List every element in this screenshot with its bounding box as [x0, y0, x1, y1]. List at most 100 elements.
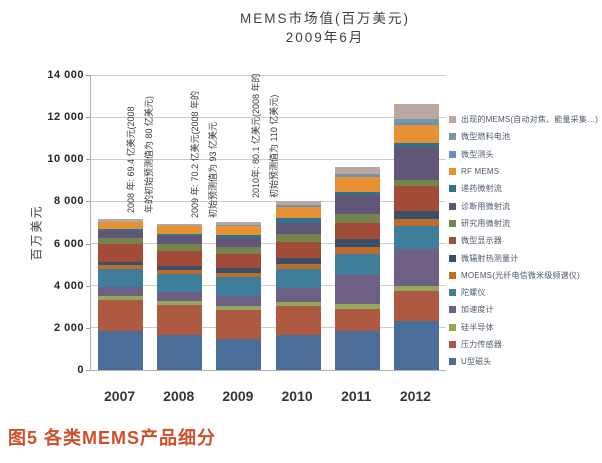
y-axis-tick: [86, 285, 90, 287]
bar-segment: [275, 200, 321, 205]
legend-item: 陀螺仪: [449, 284, 599, 301]
bar-segment: [98, 219, 144, 223]
bar-segment: [216, 339, 262, 370]
y-axis-tick: [86, 370, 90, 371]
bar-2012: [393, 103, 439, 370]
bar-segment: [334, 331, 380, 370]
y-axis-tick-label: 2 000: [53, 321, 84, 334]
bar-segment: [216, 225, 262, 226]
bar-segment: [275, 268, 321, 288]
bar-segment: [334, 194, 380, 214]
legend-item: 研究用微射流: [449, 215, 599, 232]
bar-segment: [216, 237, 262, 247]
legend-item: 压力传感器: [449, 336, 599, 353]
y-axis-tick-label: 0: [77, 364, 84, 376]
y-axis-tick: [86, 327, 90, 329]
bar-segment: [275, 335, 321, 370]
bar-segment: [393, 285, 439, 291]
chart-title: MEMS市场值(百万美元): [240, 11, 410, 26]
bar-segment: [98, 269, 144, 288]
bar-segment: [157, 273, 203, 292]
legend-label: 微型测头: [461, 149, 494, 159]
bar-segment: [98, 287, 144, 297]
bar-segment: [98, 229, 144, 232]
bar-segment: [98, 231, 144, 239]
bar-segment: [393, 291, 439, 321]
bar-segment: [216, 295, 262, 307]
x-axis-tick-label: 2009: [222, 388, 254, 404]
y-axis-tick: [86, 75, 90, 76]
gridline: [91, 200, 446, 202]
bar-segment: [334, 222, 380, 240]
y-axis-tick-label: 4 000: [53, 279, 84, 292]
legend-item: 微型燃料电池: [449, 128, 599, 145]
bar-segment: [275, 234, 321, 243]
bar-2011: [334, 167, 380, 370]
bar-segment: [216, 268, 262, 273]
bar-segment: [98, 244, 144, 263]
bar-segment: [334, 275, 380, 304]
legend-item: 硅半导体: [449, 319, 599, 336]
y-axis-tick-label: 8 000: [53, 195, 84, 208]
x-axis-tick-label: 2012: [399, 388, 431, 404]
legend-color-swatch-icon: [449, 133, 456, 141]
bar-segment: [393, 146, 439, 181]
legend-color-swatch-icon: [449, 202, 456, 210]
y-axis-tick: [86, 159, 90, 161]
legend-item: 微辐射热测量计: [449, 249, 599, 266]
bar-segment: [393, 218, 439, 226]
bar-segment: [157, 269, 203, 274]
bar-annotation: 2009 年: 70.2 亿美元(2008 年的 初始预测值为 93 亿美元: [190, 90, 218, 218]
plot-area: [90, 74, 446, 371]
legend-color-swatch-icon: [449, 185, 456, 193]
bar-segment: [393, 185, 439, 211]
bar-segment: [393, 103, 439, 119]
y-axis-tick: [86, 243, 90, 245]
bar-segment: [275, 205, 321, 207]
gridline: [91, 158, 446, 160]
bar-segment: [157, 266, 203, 270]
y-axis-tick-label: 10 000: [47, 153, 84, 166]
y-axis-tick-label: 12 000: [47, 111, 84, 124]
bar-segment: [216, 222, 262, 226]
bar-segment: [216, 246, 262, 254]
bar-segment: [275, 206, 321, 219]
figure-caption: 图5 各类MEMS产品细分: [8, 428, 217, 448]
bar-segment: [334, 239, 380, 248]
legend-label: 压力传感器: [461, 340, 502, 349]
legend-label: 硅半导体: [461, 322, 494, 332]
bar-segment: [98, 262, 144, 265]
legend-color-swatch-icon: [449, 271, 456, 279]
legend-item: U型磁头: [449, 353, 599, 370]
bar-segment: [157, 250, 203, 267]
legend-color-swatch-icon: [449, 306, 456, 314]
y-axis-tick: [86, 201, 90, 203]
legend-color-swatch-icon: [449, 323, 456, 331]
bar-segment: [334, 247, 380, 255]
legend-color-swatch-icon: [449, 358, 456, 366]
legend-item: 递药微射流: [449, 180, 599, 197]
legend-label: RF MEMS: [461, 167, 500, 177]
bar-segment: [216, 253, 262, 269]
bar-segment: [98, 296, 144, 301]
legend-label: 加速度计: [461, 305, 494, 315]
bar-segment: [334, 213, 380, 223]
bar-segment: [275, 218, 321, 223]
legend-color-swatch-icon: [449, 150, 456, 158]
bar-segment: [98, 238, 144, 245]
bar-segment: [275, 204, 321, 206]
x-axis-tick-label: 2010: [281, 388, 313, 404]
x-axis-tick-label: 2011: [341, 388, 372, 404]
bar-segment: [393, 248, 439, 286]
bar-segment: [98, 265, 144, 269]
legend-label: MOEMS(光纤电信微米级频谱仪): [461, 270, 580, 280]
bar-segment: [157, 236, 203, 245]
bar-segment: [334, 308, 380, 332]
bar-segment: [157, 226, 203, 234]
legend-label: 诊断用微射流: [461, 201, 511, 211]
y-axis-tick: [86, 117, 90, 119]
y-axis-tick-label: 6 000: [53, 237, 84, 250]
legend-label: 微型燃料电池: [461, 132, 511, 142]
legend-color-swatch-icon: [449, 219, 456, 227]
